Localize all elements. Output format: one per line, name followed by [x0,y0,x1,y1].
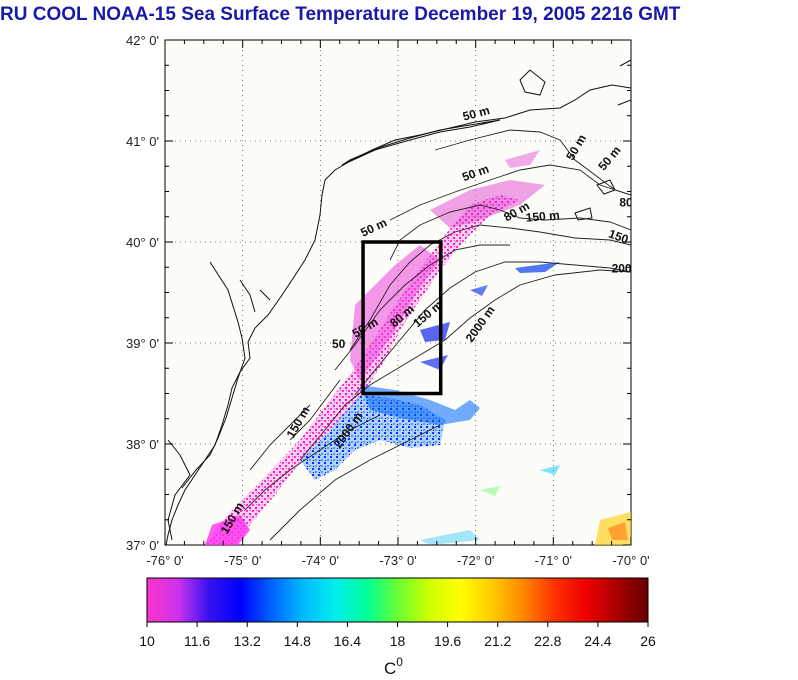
lat-label: 42° 0' [126,33,159,48]
contour-label: 80 [619,196,633,210]
lon-label: -76° 0' [146,553,183,568]
lat-label: 40° 0' [126,235,159,250]
colorbar: 10 11.6 13.2 14.8 16.4 18 19.6 21.2 22.8 24.4 26 C… [139,577,656,678]
sst-slope-water [300,262,631,545]
lon-label: -71° 0' [535,553,572,568]
contour-label: 2000 [612,261,639,275]
colorbar-tick-label: 22.8 [534,633,561,649]
latitude-axis: 42° 0' 41° 0' 40° 0' 39° 0' 38° 0' 37° 0' [126,33,631,553]
lat-label: 41° 0' [126,134,159,149]
contour-label: 150 m [525,208,560,225]
colorbar-tick-label: 16.4 [334,633,361,649]
colorbar-tick-label: 13.2 [234,633,261,649]
colorbar-tick-label: 10 [139,633,155,649]
bathymetry-contours [244,129,631,541]
colorbar-tick-label: 18 [390,633,406,649]
colorbar-tick-label: 24.4 [584,633,611,649]
colorbar-tick-label: 19.6 [434,633,461,649]
study-area-box [361,240,443,396]
colorbar-tick-label: 26 [640,633,656,649]
lon-label: -73° 0' [379,553,416,568]
lon-label: -75° 0' [224,553,261,568]
chart-title: RU COOL NOAA-15 Sea Surface Temperature … [0,4,681,25]
colorbar-tick-label: 21.2 [484,633,511,649]
colorbar-tick-label: 14.8 [284,633,311,649]
lat-label: 39° 0' [126,336,159,351]
coastline [165,59,631,545]
lon-label: -72° 0' [457,553,494,568]
colorbar-tick-label: 11.6 [184,633,210,649]
colorbar-gradient [146,577,649,623]
lon-label: -70° 0' [612,553,649,568]
lon-label: -74° 0' [302,553,339,568]
lat-label: 37° 0' [126,538,159,553]
colorbar-unit: C0 [384,655,403,678]
lat-label: 38° 0' [126,437,159,452]
contour-label: 50 [332,337,346,351]
longitude-axis: -76° 0' -75° 0' -74° 0' -73° 0' -72° 0' -71° … [146,40,650,568]
contour-label: 50 m [461,103,491,124]
